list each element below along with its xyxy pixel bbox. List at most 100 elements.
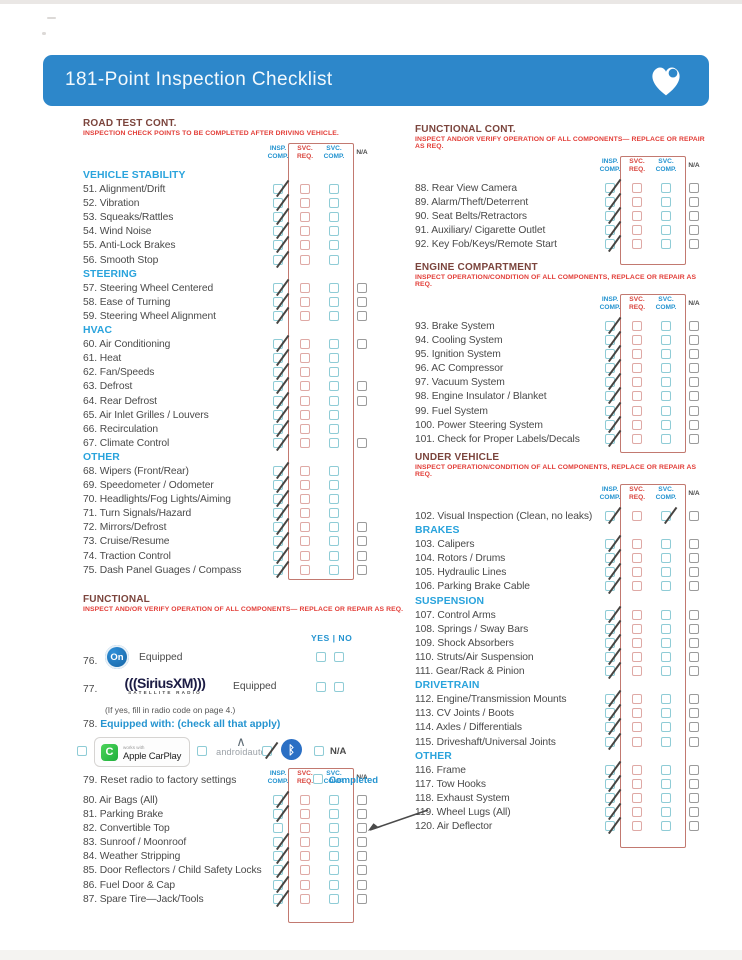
checkbox-insp-comp-66[interactable] [273,423,283,434]
checkbox-na-115[interactable] [689,736,699,747]
checkbox-na-57[interactable] [357,282,367,293]
checkbox-insp-comp-91[interactable] [605,225,615,236]
checkbox-reset-completed[interactable] [313,774,323,784]
checkbox-svc-req-115[interactable] [632,736,642,747]
checkbox-insp-comp-59[interactable] [273,310,283,321]
checkbox-insp-comp-75[interactable] [273,564,283,575]
checkbox-svc-comp-107[interactable] [661,609,671,620]
checkbox-na-103[interactable] [689,539,699,550]
checkbox-svc-comp-87[interactable] [329,893,339,904]
checkbox-svc-comp-106[interactable] [661,581,671,592]
checkbox-na-113[interactable] [689,708,699,719]
checkbox-svc-comp-66[interactable] [329,423,339,434]
checkbox-svc-req-114[interactable] [632,722,642,733]
checkbox-insp-comp-106[interactable] [605,581,615,592]
checkbox-na-75[interactable] [357,564,367,575]
checkbox-svc-req-72[interactable] [300,522,310,533]
checkbox-svc-req-119[interactable] [632,806,642,817]
checkbox-insp-comp-117[interactable] [605,778,615,789]
checkbox-svc-req-59[interactable] [300,310,310,321]
checkbox-insp-comp-81[interactable] [273,809,283,820]
checkbox-bluetooth[interactable] [262,746,272,756]
checkbox-siriusxm-yes[interactable] [316,682,326,692]
checkbox-siriusxm-no[interactable] [334,682,344,692]
checkbox-android-auto[interactable] [197,746,207,756]
checkbox-na-59[interactable] [357,310,367,321]
checkbox-insp-comp-104[interactable] [605,553,615,564]
checkbox-svc-comp-120[interactable] [661,821,671,832]
checkbox-na-89[interactable] [689,197,699,208]
checkbox-svc-req-56[interactable] [300,254,310,265]
checkbox-na-99[interactable] [689,405,699,416]
checkbox-svc-req-91[interactable] [632,225,642,236]
checkbox-na-101[interactable] [689,433,699,444]
checkbox-na-82[interactable] [357,823,367,834]
checkbox-svc-req-81[interactable] [300,809,310,820]
checkbox-svc-req-101[interactable] [632,433,642,444]
checkbox-svc-req-70[interactable] [300,494,310,505]
checkbox-insp-comp-52[interactable] [273,198,283,209]
checkbox-svc-req-110[interactable] [632,651,642,662]
checkbox-svc-comp-73[interactable] [329,536,339,547]
checkbox-na-120[interactable] [689,821,699,832]
checkbox-na-85[interactable] [357,865,367,876]
checkbox-insp-comp-101[interactable] [605,433,615,444]
checkbox-svc-comp-110[interactable] [661,651,671,662]
checkbox-insp-comp-100[interactable] [605,419,615,430]
checkbox-svc-req-120[interactable] [632,821,642,832]
checkbox-svc-req-105[interactable] [632,567,642,578]
checkbox-insp-comp-53[interactable] [273,212,283,223]
checkbox-svc-comp-72[interactable] [329,522,339,533]
checkbox-svc-comp-105[interactable] [661,567,671,578]
checkbox-na-87[interactable] [357,893,367,904]
checkbox-svc-comp-102[interactable] [661,511,671,521]
checkbox-insp-comp-72[interactable] [273,522,283,533]
checkbox-na-92[interactable] [689,239,699,250]
checkbox-svc-comp-99[interactable] [661,405,671,416]
checkbox-svc-req-66[interactable] [300,423,310,434]
checkbox-svc-comp-63[interactable] [329,381,339,392]
checkbox-svc-comp-74[interactable] [329,550,339,561]
checkbox-svc-comp-55[interactable] [329,240,339,251]
checkbox-svc-comp-71[interactable] [329,508,339,519]
checkbox-svc-comp-95[interactable] [661,349,671,360]
checkbox-insp-comp-108[interactable] [605,623,615,634]
checkbox-na-119[interactable] [689,806,699,817]
checkbox-svc-comp-83[interactable] [329,837,339,848]
checkbox-svc-comp-56[interactable] [329,254,339,265]
checkbox-insp-comp-70[interactable] [273,494,283,505]
checkbox-insp-comp-86[interactable] [273,879,283,890]
checkbox-svc-req-71[interactable] [300,508,310,519]
checkbox-insp-comp-82[interactable] [273,823,283,834]
checkbox-na-110[interactable] [689,651,699,662]
checkbox-insp-comp-55[interactable] [273,240,283,251]
checkbox-na-67[interactable] [357,437,367,448]
checkbox-svc-req-53[interactable] [300,212,310,223]
checkbox-insp-comp-87[interactable] [273,893,283,904]
checkbox-insp-comp-120[interactable] [605,821,615,832]
checkbox-svc-comp-65[interactable] [329,409,339,420]
checkbox-insp-comp-65[interactable] [273,409,283,420]
checkbox-svc-comp-109[interactable] [661,637,671,648]
checkbox-svc-req-64[interactable] [300,395,310,406]
checkbox-svc-req-89[interactable] [632,197,642,208]
checkbox-insp-comp-96[interactable] [605,363,615,374]
checkbox-svc-comp-104[interactable] [661,553,671,564]
checkbox-svc-req-58[interactable] [300,296,310,307]
checkbox-insp-comp-74[interactable] [273,550,283,561]
checkbox-svc-comp-51[interactable] [329,184,339,195]
checkbox-svc-req-90[interactable] [632,211,642,222]
checkbox-na-93[interactable] [689,321,699,331]
checkbox-na-90[interactable] [689,211,699,222]
checkbox-insp-comp-62[interactable] [273,367,283,378]
checkbox-na-102[interactable] [689,511,699,521]
checkbox-insp-comp-69[interactable] [273,480,283,491]
checkbox-na-97[interactable] [689,377,699,388]
checkbox-svc-comp-88[interactable] [661,183,671,193]
checkbox-svc-comp-62[interactable] [329,367,339,378]
checkbox-insp-comp-63[interactable] [273,381,283,392]
checkbox-svc-req-55[interactable] [300,240,310,251]
checkbox-svc-comp-108[interactable] [661,623,671,634]
checkbox-na-107[interactable] [689,609,699,620]
checkbox-svc-comp-57[interactable] [329,282,339,293]
